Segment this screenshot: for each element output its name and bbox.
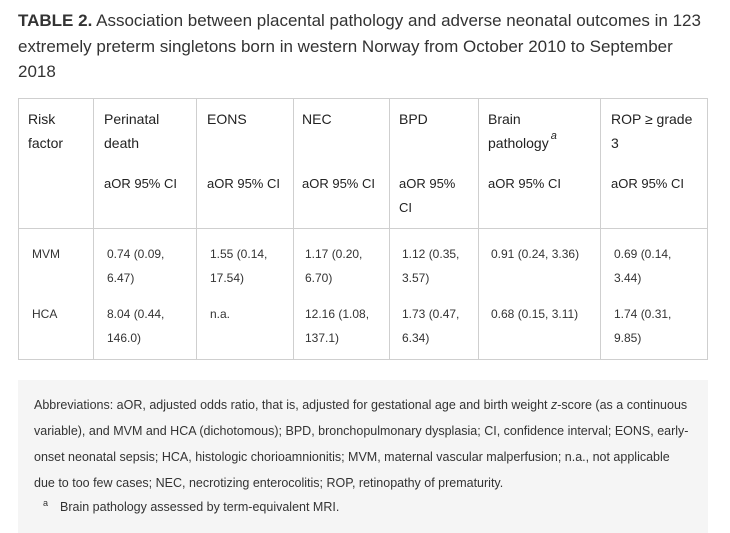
- table-cell: 8.04 (0.44, 146.0): [107, 307, 165, 345]
- table-cell: 1.12 (0.35, 3.57): [402, 247, 460, 285]
- header-bpd: BPD: [399, 111, 428, 127]
- footnote-marker: a: [550, 130, 557, 142]
- column-divider: [93, 99, 94, 359]
- header-brain-pathology: Brain pathology a: [488, 111, 557, 151]
- table-footer: Abbreviations: aOR, adjusted odds ratio,…: [18, 380, 708, 533]
- column-divider: [478, 99, 479, 359]
- footnote: a Brain pathology assessed by term-equiva…: [43, 497, 339, 518]
- table-cell: n.a.: [210, 307, 231, 321]
- table-cell: 0.91 (0.24, 3.36): [491, 247, 580, 261]
- column-divider: [389, 99, 390, 359]
- subheader-aor: aOR 95% CI: [611, 176, 684, 191]
- header-risk-factor: Risk factor: [28, 111, 64, 151]
- table-caption: TABLE 2. Association between placental p…: [18, 8, 708, 85]
- column-divider: [600, 99, 601, 359]
- footnote-mark: a: [43, 498, 49, 508]
- header-eons: EONS: [207, 111, 247, 127]
- subheader-aor: aOR 95% CI: [399, 176, 456, 215]
- header-perinatal-death: Perinatal death: [104, 111, 160, 151]
- subheader-aor: aOR 95% CI: [207, 176, 280, 191]
- header-divider: [19, 228, 707, 229]
- table-cell: 12.16 (1.08, 137.1): [305, 307, 370, 345]
- data-table: Risk factor Perinatal death EONS NEC BPD B…: [18, 98, 708, 360]
- table-cell: 1.55 (0.14, 17.54): [210, 247, 268, 285]
- table-cell: 0.74 (0.09, 6.47): [107, 247, 165, 285]
- table-title: Association between placental pathology …: [18, 11, 701, 81]
- subheader-aor: aOR 95% CI: [104, 176, 177, 191]
- table-label: TABLE 2.: [18, 11, 93, 30]
- table-cell: 0.68 (0.15, 3.11): [491, 307, 579, 321]
- column-divider: [196, 99, 197, 359]
- table-cell: 1.17 (0.20, 6.70): [305, 247, 363, 285]
- footnote-text: Brain pathology assessed by term-equival…: [60, 500, 340, 514]
- table-cell: 1.74 (0.31, 9.85): [614, 307, 672, 345]
- header-rop: ROP ≥ grade 3: [611, 111, 693, 151]
- column-divider: [293, 99, 294, 359]
- row-factor-hca: HCA: [32, 307, 58, 321]
- header-nec: NEC: [302, 111, 332, 127]
- table-cell: 1.73 (0.47, 6.34): [402, 307, 460, 345]
- table-cell: 0.69 (0.14, 3.44): [614, 247, 672, 285]
- abbreviations-note: Abbreviations: aOR, adjusted odds ratio,…: [34, 398, 689, 490]
- subheader-aor: aOR 95% CI: [488, 176, 561, 191]
- row-factor-mvm: MVM: [32, 247, 60, 261]
- subheader-aor: aOR 95% CI: [302, 176, 375, 191]
